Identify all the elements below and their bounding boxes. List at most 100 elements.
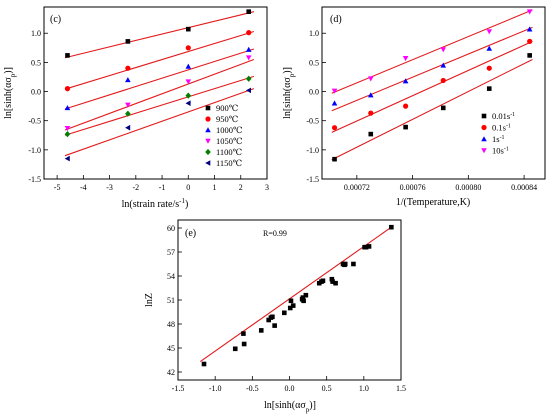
data-point [64,86,71,92]
data-point [389,224,394,230]
x-tick-label: 0 [186,183,190,192]
data-point [366,244,372,249]
x-tick-label: 0.5 [322,384,332,393]
data-point [303,292,309,298]
legend-marker [481,136,487,142]
fit-line [331,9,533,94]
x-tick-label: -2 [132,183,139,192]
fit-line [64,30,255,90]
data-point [246,30,252,36]
data-point [185,45,191,51]
data-point [64,125,71,132]
data-point [125,77,131,83]
data-point [185,79,192,85]
panel-d: 0.00072 0.00076 0.00080 0.00084 -1.5 -1.0 -0.… [282,6,546,208]
x-tick-label: 1 [213,183,217,192]
y-tick-label: 57 [167,248,175,257]
legend-label: 900℃ [216,103,238,113]
data-point [272,323,277,328]
y-tick-label: 0.0 [309,88,319,97]
data-point [270,314,275,320]
data-point [363,244,369,250]
data-point [403,103,409,109]
panel-e-xlabel: ln[sinh(ασp)] [264,400,316,414]
data-point [331,88,338,94]
data-point [526,9,533,15]
x-tick-label: -3 [106,183,113,192]
data-point [125,102,131,108]
panel-d-marks [331,9,533,162]
y-tick-label: 0.5 [309,58,319,67]
data-point [367,76,374,82]
data-point [333,280,338,286]
y-tick-label: 1.0 [31,29,41,38]
data-point [342,261,348,267]
data-point [368,110,374,116]
fit-line [64,88,255,157]
y-tick-label: 60 [167,224,175,233]
legend-marker [205,138,211,144]
data-point [281,310,287,316]
y-tick-label: 1.0 [309,29,319,38]
fit-line [331,26,533,112]
data-point [241,341,247,347]
fit-line [64,48,255,110]
panel-c-label: (c) [50,14,61,25]
x-tick-label: 1.0 [359,384,369,393]
data-point [290,303,296,308]
data-point [402,78,409,84]
data-point [329,276,335,282]
legend-marker [205,116,211,122]
y-tick-label: 0.5 [31,58,41,67]
data-point [526,26,533,32]
y-tick-label: -1.5 [306,175,319,184]
legend-marker [481,148,487,154]
legend-label: 1150℃ [216,158,242,168]
fit-line [331,40,533,133]
panel-e-annotation: R=0.99 [263,229,287,238]
y-tick-label: 54 [167,272,175,281]
panel-e: -1.5 -1.0 -0.5 0.0 0.5 1.0 1.5 42454851545760 … [144,219,406,414]
data-point [486,86,492,91]
x-tick-label: -4 [80,183,87,192]
y-tick-label: -1.0 [28,146,41,155]
x-tick-label: -0.5 [246,384,259,393]
x-tick-label: -1.0 [209,384,222,393]
data-point [65,53,70,58]
legend-label: 0.1s-1 [492,123,511,133]
y-tick-label: -0.5 [306,117,319,126]
fit-line [331,58,533,161]
data-point [300,295,306,300]
data-point [301,298,306,304]
legend-label: 1050℃ [216,136,243,146]
data-point [245,46,252,52]
data-point [185,92,192,99]
panel-d-ylabel: ln[sinh(ασp)] [282,67,296,119]
panel-e-xticks: -1.5 -1.0 -0.5 0.0 0.5 1.0 1.5 [172,376,406,393]
legend-label: 1s-1 [492,134,505,144]
data-point [367,92,374,98]
data-point [403,124,408,130]
fit-line [64,75,255,136]
y-tick-label: -1.0 [306,146,319,155]
panel-c-yticks: -1.5 -1.0 -0.5 0.0 0.5 1.0 [28,29,48,184]
x-tick-label: 3 [265,183,269,192]
data-point [258,328,264,333]
data-point [125,39,131,44]
data-point [64,155,70,162]
data-point [245,87,252,94]
data-point [232,346,238,352]
panel-d-label: (d) [330,14,342,25]
data-point [201,361,207,367]
data-point [266,317,271,323]
y-tick-label: -0.5 [28,117,41,126]
legend-marker [205,105,211,111]
x-tick-label: 0.00072 [344,183,370,192]
panel-c-ylabel: ln[sinh(ασp)] [3,67,17,119]
data-point [185,63,192,69]
panel-e-ylabel: lnZ [144,293,155,307]
panel-d-yticks: -1.5 -1.0 -0.5 0.0 0.5 1.0 [306,29,326,184]
legend-marker [481,113,487,119]
fit-line [199,225,394,363]
legend-label: 1000℃ [216,125,243,135]
